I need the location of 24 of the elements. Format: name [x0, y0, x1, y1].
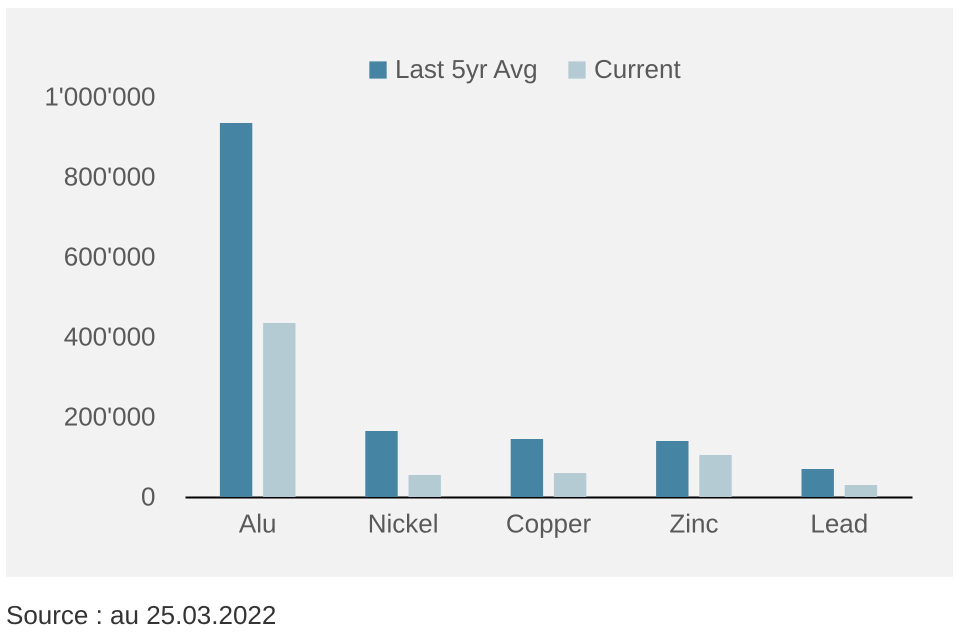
y-tick-label: 600'000 — [64, 242, 156, 272]
x-tick-label: Lead — [810, 508, 868, 538]
bar — [220, 123, 252, 497]
x-tick-label: Nickel — [368, 508, 438, 538]
x-tick-label: Alu — [238, 508, 276, 538]
y-tick-label: 800'000 — [64, 162, 156, 192]
x-tick-label: Copper — [506, 508, 592, 538]
y-tick-label: 0 — [141, 482, 156, 512]
y-tick-label: 200'000 — [64, 402, 156, 432]
bar — [365, 431, 398, 497]
bar — [844, 485, 878, 497]
bar — [699, 455, 732, 497]
bar — [408, 475, 441, 497]
y-tick-label: 400'000 — [64, 322, 156, 352]
bar — [554, 473, 586, 497]
bar — [801, 469, 834, 497]
legend-label: Last 5yr Avg — [395, 54, 538, 84]
x-tick-label: Zinc — [669, 508, 718, 538]
bar — [510, 439, 544, 497]
legend-label: Current — [594, 54, 682, 84]
y-tick-label: 1'000'000 — [44, 82, 156, 112]
bar — [263, 323, 296, 497]
source-note: Source : au 25.03.2022 — [6, 600, 276, 631]
bar — [656, 441, 688, 497]
